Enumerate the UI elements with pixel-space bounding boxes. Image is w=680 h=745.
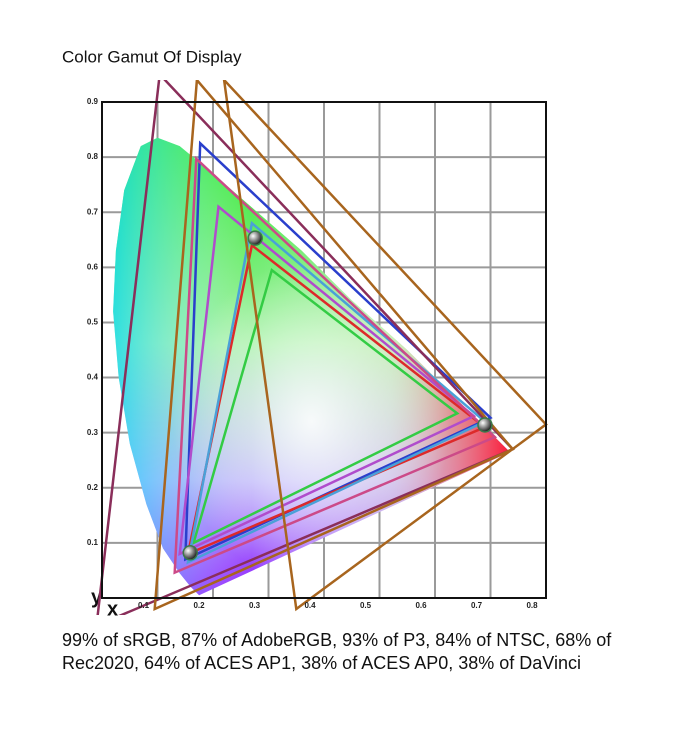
y-tick-label: 0.6 [87,262,99,271]
x-tick-label: 0.6 [415,601,427,610]
x-axis-label: x [107,598,118,620]
y-tick-label: 0.5 [87,318,99,327]
primary-point [477,417,493,433]
gamut-triangle [96,80,515,615]
x-tick-label: 0.1 [138,601,150,610]
x-tick-label: 0.4 [304,601,316,610]
gamut-triangle [178,204,477,556]
x-tick-label: 0.3 [249,601,261,610]
y-tick-label: 0.2 [87,483,99,492]
gamut-triangle [191,267,460,546]
primary-point [247,230,263,246]
chart-title: Color Gamut Of Display [62,47,242,66]
gamut-triangle [153,80,515,611]
plot-area [96,80,548,615]
x-tick-label: 0.5 [360,601,372,610]
y-tick-label: 0.4 [87,373,99,382]
locus-white [113,137,510,596]
plot-frame [101,101,547,599]
gamut-triangle [222,80,548,612]
x-tick-label: 0.2 [193,601,205,610]
gamut-triangle [173,156,498,575]
y-tick-label: 0.7 [87,207,99,216]
y-tick-label: 0.1 [87,538,99,547]
primary-point [182,545,198,561]
y-tick-label: 0.3 [87,428,99,437]
y-tick-label: 0.9 [87,97,99,106]
x-tick-label: 0.8 [526,601,538,610]
x-tick-label: 0.7 [471,601,483,610]
gamut-triangle [186,220,488,565]
y-tick-label: 0.8 [87,152,99,161]
description: 99% of sRGB, 87% of AdobeRGB, 93% of P3,… [62,630,612,673]
